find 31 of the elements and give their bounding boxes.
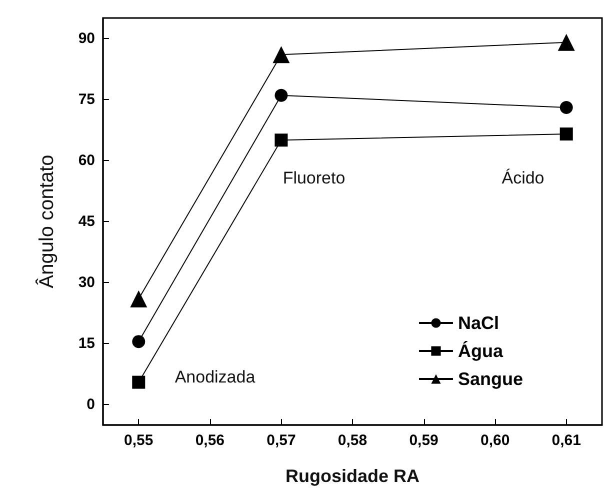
point	[558, 34, 575, 51]
y-tick-label: 45	[78, 213, 95, 230]
y-tick-label: 90	[78, 30, 95, 47]
legend-label: Sangue	[458, 369, 524, 389]
annotation: Anodizada	[174, 368, 256, 386]
x-tick-label: 0,58	[338, 432, 368, 449]
y-tick-label: 60	[78, 152, 95, 169]
x-tick-label: 0,59	[409, 432, 438, 449]
y-tick-label: 30	[78, 274, 95, 292]
x-tick-label: 0,57	[266, 432, 296, 449]
x-axis-title: Rugosidade RA	[285, 466, 420, 486]
annotation: Ácido	[502, 168, 544, 188]
x-tick-label: 0,56	[195, 432, 225, 449]
x-tick-label: 0,61	[552, 432, 581, 449]
point	[274, 88, 288, 102]
y-tick-label: 75	[78, 90, 95, 108]
x-tick-label: 0,60	[480, 432, 510, 449]
point	[560, 127, 573, 140]
annotation: Fluoreto	[282, 168, 346, 188]
point	[560, 101, 573, 114]
y-tick-label: 0	[86, 396, 95, 414]
y-tick-label: 15	[78, 335, 95, 352]
point	[132, 335, 146, 348]
y-axis-title: Ângulo contato	[35, 154, 58, 288]
legend-label: NaCl	[458, 313, 500, 333]
point	[132, 376, 146, 389]
legend-label: Água	[458, 341, 504, 361]
point	[130, 290, 148, 308]
x-tick-label: 0,55	[124, 432, 154, 449]
point	[274, 134, 288, 147]
point	[272, 46, 290, 64]
